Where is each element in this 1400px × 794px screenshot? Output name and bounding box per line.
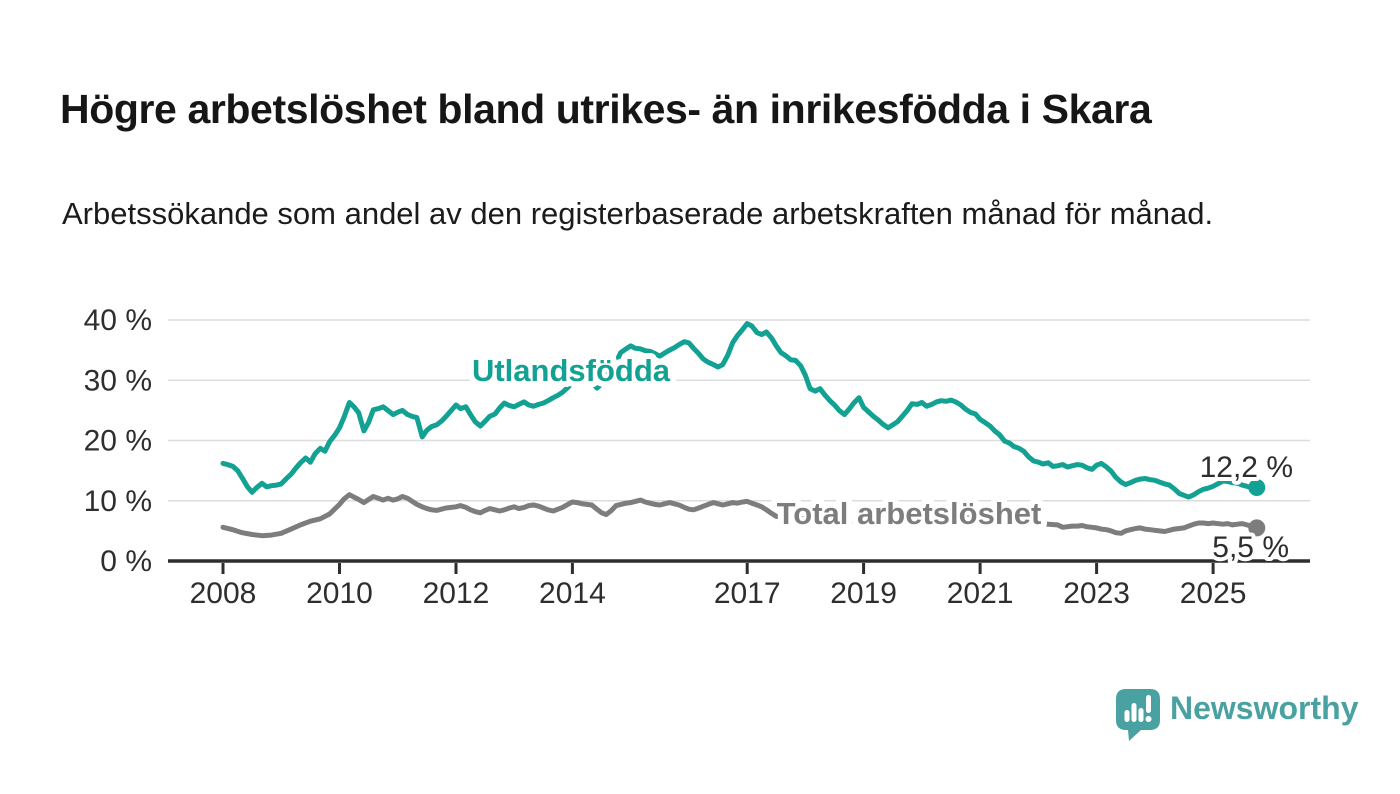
y-axis-tick-label: 10 % [84,485,152,518]
x-axis-tick-label: 2008 [190,577,257,610]
series-label-1: Total arbetslöshet [777,496,1042,531]
y-axis-tick-label: 20 % [84,425,152,458]
bar-2 [1131,703,1137,722]
series-line-1 [220,492,1260,539]
x-axis-tick-label: 2021 [947,577,1014,610]
chart-title: Högre arbetslöshet bland utrikes- än inr… [60,86,1152,133]
speech-bubble-shape [1116,689,1160,741]
x-axis-tick-label: 2023 [1063,577,1130,610]
exclamation-dot [1145,716,1152,722]
x-axis-tick-label: 2014 [539,577,606,610]
exclamation-bar [1146,695,1151,713]
chart-subtitle: Arbetssökande som andel av den registerb… [62,196,1214,231]
newsworthy-logo: Newsworthy [1115,686,1365,748]
y-axis-tick-label: 0 % [100,545,152,578]
series-end-value-label-1: 5,5 % [1212,531,1289,564]
series-label-0: Utlandsfödda [472,353,671,388]
brand-wordmark: Newsworthy [1170,690,1359,726]
bar-chart-speech-bubble-icon [1116,689,1160,741]
x-axis-tick-label: 2019 [830,577,897,610]
y-axis-tick-label: 30 % [84,364,152,397]
x-axis-tick-label: 2010 [306,577,373,610]
series-end-dot-0 [1248,479,1266,496]
x-axis-tick-label: 2012 [423,577,490,610]
series-line-0 [220,321,1260,500]
series-end-dot-1 [1248,519,1266,537]
series-end-value-label-0: 12,2 % [1200,451,1293,484]
y-axis-tick-label: 40 % [84,304,152,337]
bar-3 [1138,708,1144,722]
x-axis-tick-label: 2017 [714,577,781,610]
bar-1 [1124,710,1130,722]
x-axis-tick-label: 2025 [1180,577,1247,610]
